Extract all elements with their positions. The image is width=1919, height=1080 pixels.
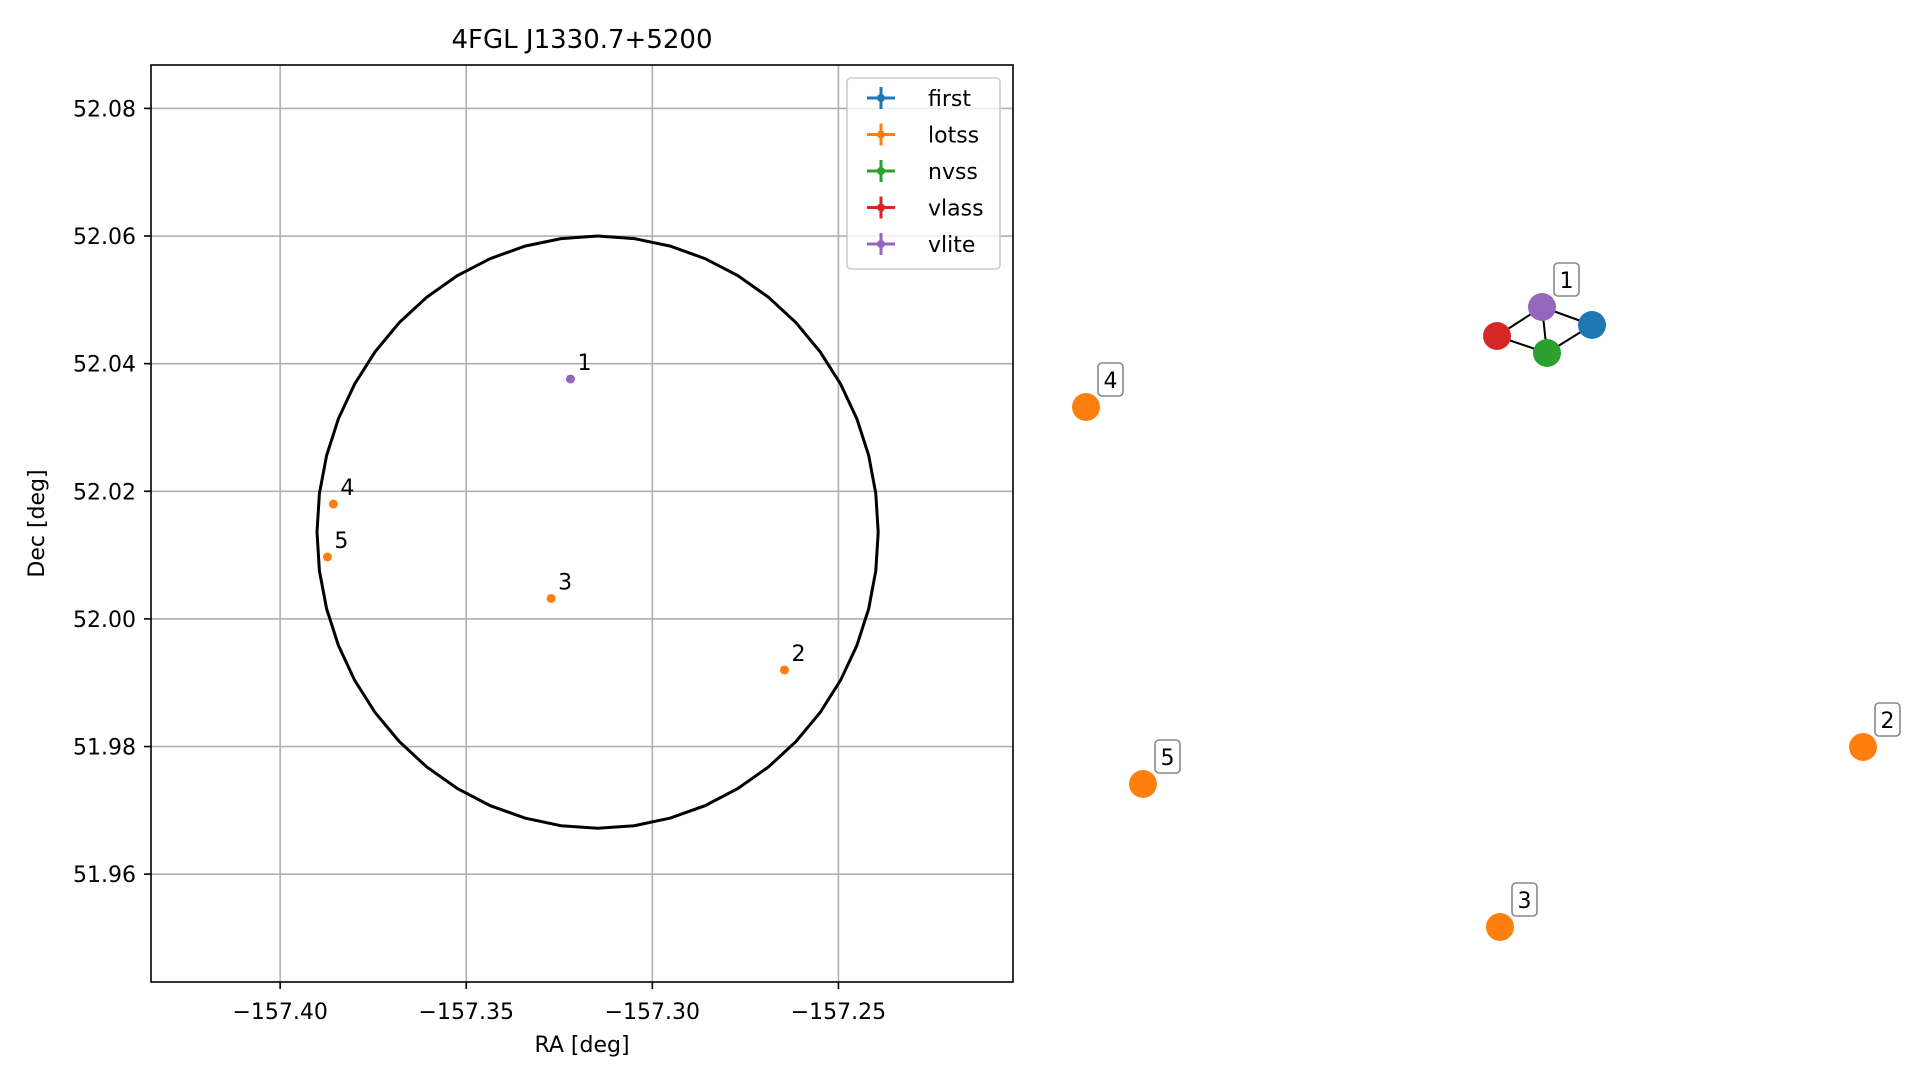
- y-tick-label: 51.98: [73, 736, 136, 761]
- legend-marker-dot: [877, 167, 885, 175]
- legend-entry-vlass: vlass: [867, 196, 984, 222]
- legend-label: first: [928, 87, 971, 112]
- network-node-label: 3: [1518, 889, 1532, 914]
- network-node-vlass: [1483, 322, 1511, 350]
- legend: first lotss nvss vlass vlite: [846, 77, 1001, 270]
- legend-label: lotss: [928, 124, 979, 149]
- network-node-first: [1578, 311, 1606, 339]
- data-point-label: 2: [791, 642, 805, 667]
- y-tick-label: 52.06: [73, 225, 136, 250]
- network-node-label: 4: [1104, 369, 1118, 394]
- legend-marker-dot: [877, 203, 885, 212]
- network-node-label-box: [1154, 739, 1181, 774]
- legend-entry-nvss: nvss: [867, 160, 978, 185]
- x-tick-label: −157.25: [791, 1000, 886, 1025]
- network-node-vlite: [1528, 293, 1556, 321]
- data-point-vlite: [565, 374, 575, 384]
- network-node-lotss-2: [1849, 733, 1877, 761]
- x-tick-label: −157.35: [419, 1000, 514, 1025]
- legend-entry-first: first: [867, 87, 971, 112]
- y-tick-label: 52.02: [73, 480, 136, 505]
- association-circle: [315, 234, 880, 830]
- network-node-lotss-5: [1129, 770, 1157, 798]
- y-tick-label: 52.08: [73, 97, 136, 122]
- network-node-label: 5: [1161, 746, 1175, 771]
- y-tick-label: 52.04: [73, 353, 136, 378]
- legend-marker-dot: [877, 94, 885, 102]
- network-node-label: 2: [1881, 709, 1895, 734]
- x-tick-label: −157.30: [605, 1000, 700, 1025]
- y-tick-label: 52.00: [73, 608, 136, 633]
- legend-entry-lotss: lotss: [867, 123, 979, 149]
- data-point-lotss: [328, 499, 338, 509]
- y-axis-title: Dec [deg]: [25, 469, 50, 577]
- x-axis-title: RA [deg]: [534, 1033, 629, 1058]
- scatter-panel: 2 3 4 5 1 −157.40 −157.35 −157.30 −157.25 51.96 5…: [25, 25, 1014, 1058]
- data-point-label: 4: [340, 476, 354, 501]
- x-tick-label: −157.40: [232, 1000, 327, 1025]
- data-point-label: 5: [334, 529, 348, 554]
- network-node-label-box: [1511, 882, 1538, 917]
- network-node-nvss: [1533, 339, 1561, 367]
- network-node-label: 1: [1560, 269, 1574, 294]
- data-point-lotss: [322, 552, 332, 562]
- data-point-lotss: [546, 593, 556, 603]
- network-panel: 1 4 5 3 2: [1072, 262, 1901, 941]
- y-tick-label: 51.96: [73, 863, 136, 888]
- data-point-label: 3: [558, 570, 572, 595]
- data-point-label: 1: [577, 351, 591, 376]
- network-node-label-box: [1553, 262, 1580, 297]
- data-point-lotss: [779, 665, 789, 675]
- network-node-label-box: [1874, 702, 1901, 737]
- plot-frame: [150, 64, 1014, 983]
- legend-marker-dot: [877, 240, 885, 248]
- legend-marker-dot: [877, 130, 885, 139]
- network-nodes: 1 4 5 3 2: [1072, 262, 1901, 941]
- network-node-lotss-4: [1072, 393, 1100, 421]
- network-node-label-box: [1097, 362, 1124, 397]
- legend-box: [846, 77, 1001, 270]
- network-node-lotss-3: [1486, 913, 1514, 941]
- legend-entry-vlite: vlite: [867, 233, 975, 258]
- legend-label: vlass: [928, 197, 984, 222]
- axis-ticks: −157.40 −157.35 −157.30 −157.2551.9651.9852…: [73, 97, 886, 1025]
- legend-label: vlite: [928, 233, 975, 258]
- chart-title: 4FGL J1330.7+5200: [452, 25, 713, 55]
- data-points: 2 3 4 5 1: [322, 351, 805, 675]
- legend-label: nvss: [928, 160, 978, 185]
